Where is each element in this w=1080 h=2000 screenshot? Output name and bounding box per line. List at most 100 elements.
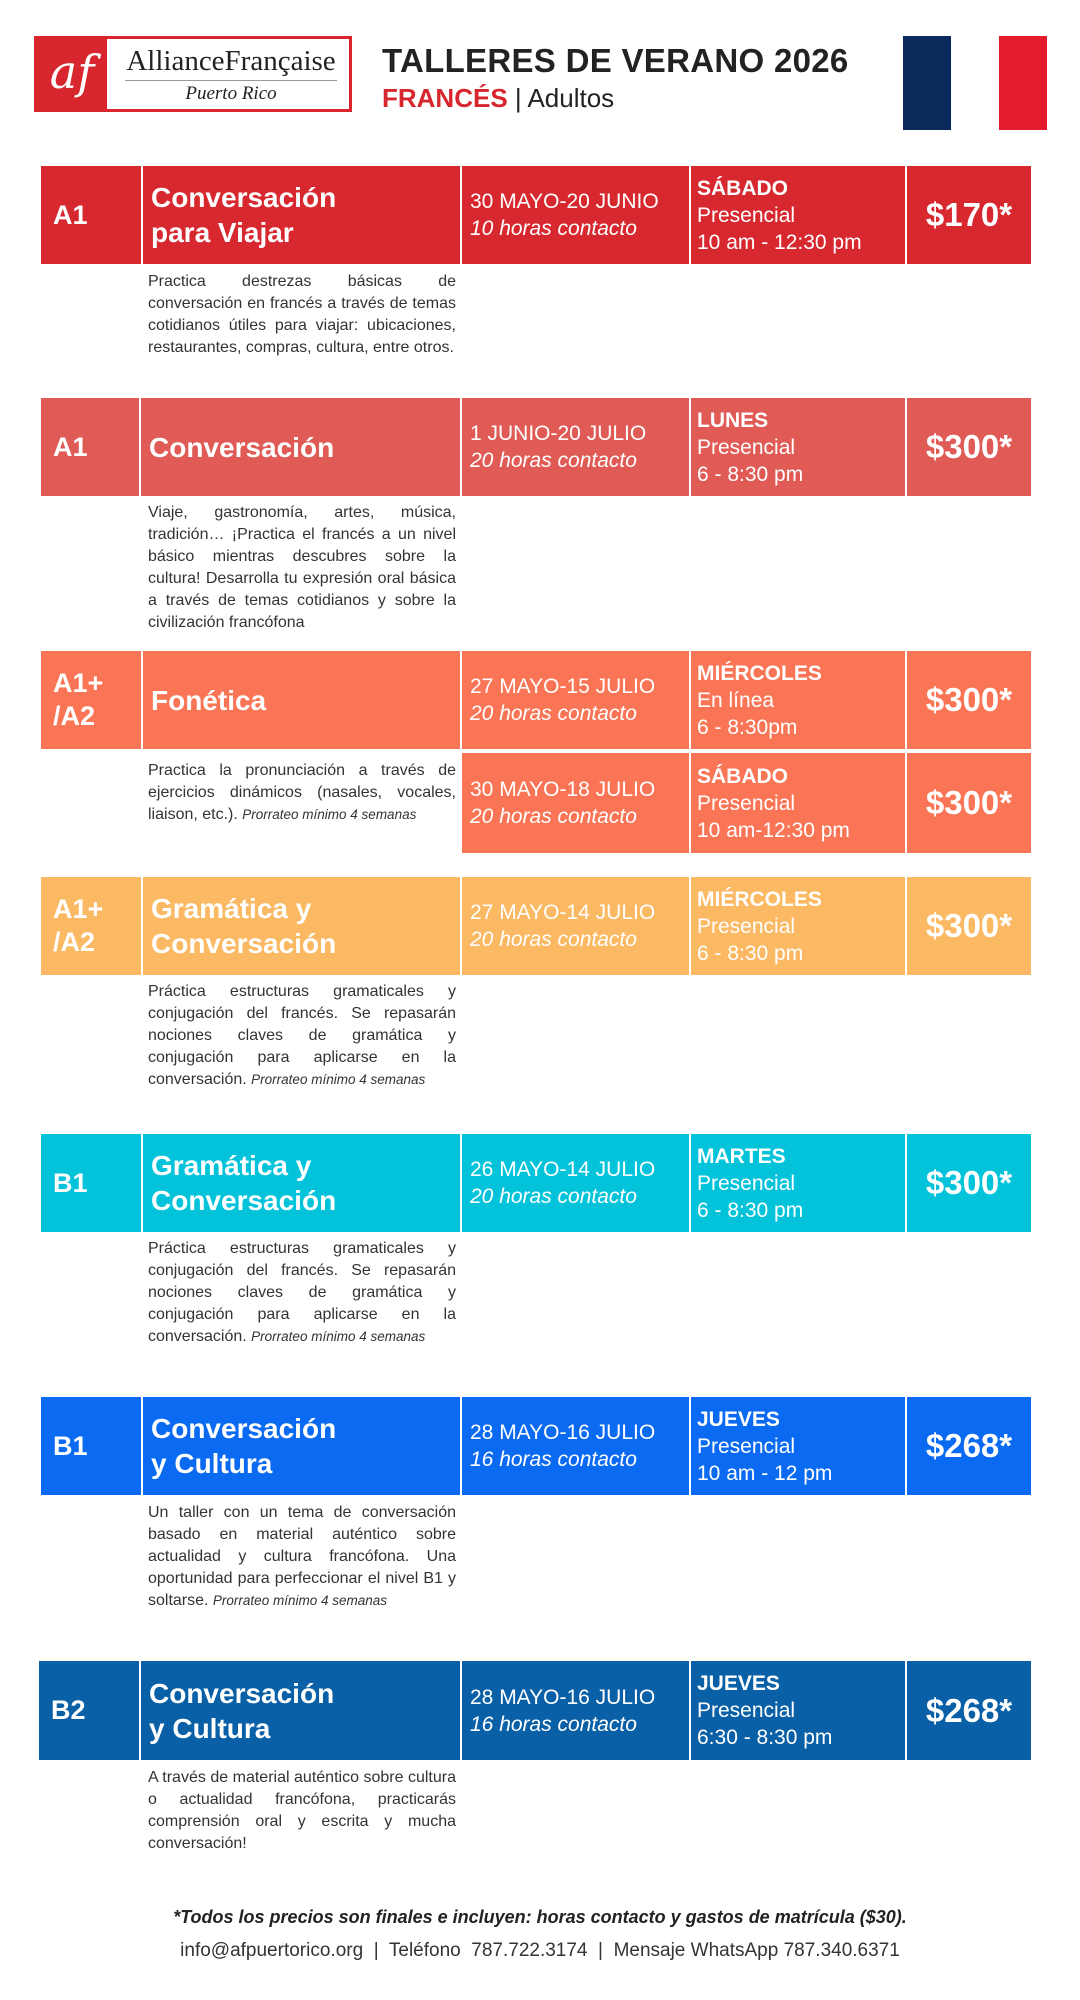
- course-title: Gramática y Conversación: [143, 1134, 460, 1232]
- description-text: Practica destrezas básicas de conversaci…: [148, 273, 456, 356]
- session-day: MARTES: [697, 1144, 786, 1168]
- session-day: SÁBADO: [697, 764, 789, 788]
- session-time: 6 - 8:30 pm: [697, 462, 804, 486]
- course-title-line2: y Cultura: [149, 1712, 271, 1744]
- session-time: 6 - 8:30pm: [697, 715, 798, 739]
- course-title-line1: Conversación: [149, 431, 335, 463]
- french-flag-icon: [903, 36, 1047, 130]
- page-title: TALLERES DE VERANO 2026: [382, 42, 849, 79]
- course-level: A1: [41, 166, 141, 264]
- course-level: B1: [41, 1397, 141, 1495]
- session-day: LUNES: [697, 408, 769, 432]
- logo-name: AllianceFrançaise: [126, 45, 336, 77]
- course-dates: 1 JUNIO-20 JULIO 20 horas contacto: [462, 398, 689, 496]
- session-hours: 20 horas contacto: [470, 928, 637, 951]
- course-schedule: MIÉRCOLES En línea 6 - 8:30pm: [691, 651, 905, 749]
- course-title-line2: Conversación: [151, 928, 337, 959]
- course-title: Conversación para Viajar: [143, 166, 460, 264]
- course-price: $300*: [907, 877, 1031, 975]
- course-title-line2: Conversación: [151, 1185, 337, 1216]
- description-note: Prorrateo mínimo 4 semanas: [242, 807, 417, 822]
- course-title-line2: y Cultura: [151, 1448, 273, 1479]
- course-dates: 26 MAYO-14 JULIO 20 horas contacto: [462, 1134, 689, 1232]
- course-title-line1: Conversación: [151, 1413, 337, 1444]
- description-text: Práctica estructuras gramaticales y conj…: [148, 1240, 456, 1345]
- logo[interactable]: af AllianceFrançaise Puerto Rico: [34, 36, 352, 112]
- course-description: Práctica estructuras gramaticales y conj…: [148, 981, 456, 1091]
- contact-separator: |: [363, 1940, 389, 1961]
- course-title: Fonética: [143, 651, 460, 749]
- course-dates: 27 MAYO-14 JULIO 20 horas contacto: [462, 877, 689, 975]
- course-dates-2: 30 MAYO-18 JULIO 20 horas contacto: [462, 753, 689, 853]
- logo-initials: af: [37, 39, 107, 109]
- course-price: $300*: [907, 398, 1031, 496]
- session-dates: 1 JUNIO-20 JULIO: [470, 422, 647, 445]
- course-schedule: LUNES Presencial 6 - 8:30 pm: [691, 398, 905, 496]
- session-dates: 27 MAYO-15 JULIO: [470, 675, 656, 698]
- course-schedule: JUEVES Presencial 6:30 - 8:30 pm: [691, 1661, 905, 1760]
- session-dates: 26 MAYO-14 JULIO: [470, 1158, 656, 1181]
- course-level: A1+ /A2: [41, 877, 141, 975]
- session-time: 6:30 - 8:30 pm: [697, 1726, 833, 1749]
- course-dates: 28 MAYO-16 JULIO 16 horas contacto: [462, 1661, 689, 1760]
- session-day: JUEVES: [697, 1672, 780, 1695]
- contact-email[interactable]: info@afpuertorico.org: [180, 1940, 364, 1961]
- course-schedule: JUEVES Presencial 10 am - 12 pm: [691, 1397, 905, 1495]
- description-note: Prorrateo mínimo 4 semanas: [251, 1329, 426, 1344]
- session-hours: 10 horas contacto: [470, 217, 637, 240]
- session-dates: 30 MAYO-18 JULIO: [470, 778, 656, 801]
- course-price-2: $300*: [907, 753, 1031, 853]
- session-day: SÁBADO: [697, 176, 789, 200]
- session-time: 6 - 8:30 pm: [697, 1198, 804, 1222]
- course-title-line1: Fonética: [151, 684, 267, 716]
- session-mode: Presencial: [697, 914, 796, 938]
- contact-whatsapp[interactable]: Mensaje WhatsApp 787.340.6371: [613, 1940, 900, 1961]
- session-day: MIÉRCOLES: [697, 661, 822, 685]
- course-title-line1: Conversación: [149, 1677, 335, 1709]
- session-hours: 20 horas contacto: [470, 805, 637, 828]
- course-dates: 27 MAYO-15 JULIO 20 horas contacto: [462, 651, 689, 749]
- session-day: JUEVES: [697, 1407, 780, 1431]
- session-mode: Presencial: [697, 435, 796, 459]
- course-price: $268*: [907, 1397, 1031, 1495]
- session-mode: Presencial: [697, 1434, 796, 1458]
- contact-line: info@afpuertorico.org | Teléfono 787.722…: [0, 1940, 1080, 1962]
- course-description: Un taller con un tema de conversación ba…: [148, 1502, 456, 1612]
- subtitle-audience: Adultos: [527, 83, 615, 113]
- logo-city: Puerto Rico: [185, 83, 277, 104]
- description-note: Prorrateo mínimo 4 semanas: [212, 1593, 387, 1608]
- course-level: B1: [41, 1134, 141, 1232]
- course-schedule-2: SÁBADO Presencial 10 am-12:30 pm: [691, 753, 905, 853]
- course-dates: 30 MAYO-20 JUNIO 10 horas contacto: [462, 166, 689, 264]
- course-schedule: SÁBADO Presencial 10 am - 12:30 pm: [691, 166, 905, 264]
- session-time: 6 - 8:30 pm: [697, 941, 804, 965]
- price-footnote: *Todos los precios son finales e incluye…: [173, 1907, 907, 1927]
- session-hours: 20 horas contacto: [470, 449, 637, 472]
- description-text: Un taller con un tema de conversación ba…: [148, 1504, 456, 1609]
- course-title: Gramática y Conversación: [143, 877, 460, 975]
- description-text: Practica la pronunciación a través de ej…: [148, 762, 456, 823]
- session-hours: 16 horas contacto: [470, 1448, 637, 1471]
- session-day: MIÉRCOLES: [697, 887, 822, 911]
- course-schedule: MARTES Presencial 6 - 8:30 pm: [691, 1134, 905, 1232]
- course-title: Conversación y Cultura: [141, 1661, 460, 1760]
- subtitle-language: FRANCÉS: [382, 83, 508, 113]
- course-level: A1: [41, 398, 139, 496]
- session-dates: 30 MAYO-20 JUNIO: [470, 190, 659, 213]
- course-title: Conversación: [141, 398, 460, 496]
- contact-separator: |: [587, 1940, 614, 1961]
- session-mode: Presencial: [697, 1699, 796, 1722]
- session-mode: Presencial: [697, 791, 796, 815]
- page-subtitle: FRANCÉS | Adultos: [382, 83, 614, 114]
- course-price: $300*: [907, 1134, 1031, 1232]
- description-text: Viaje, gastronomía, artes, música, tradi…: [148, 504, 456, 631]
- session-dates: 28 MAYO-16 JULIO: [470, 1421, 656, 1444]
- description-text: Práctica estructuras gramaticales y conj…: [148, 983, 456, 1088]
- subtitle-separator: |: [507, 83, 528, 113]
- course-price: $300*: [907, 651, 1031, 749]
- course-dates: 28 MAYO-16 JULIO 16 horas contacto: [462, 1397, 689, 1495]
- contact-phone[interactable]: Teléfono 787.722.3174: [388, 1940, 588, 1961]
- course-schedule: MIÉRCOLES Presencial 6 - 8:30 pm: [691, 877, 905, 975]
- course-description: A través de material auténtico sobre cul…: [148, 1767, 456, 1855]
- course-price: $170*: [907, 166, 1031, 264]
